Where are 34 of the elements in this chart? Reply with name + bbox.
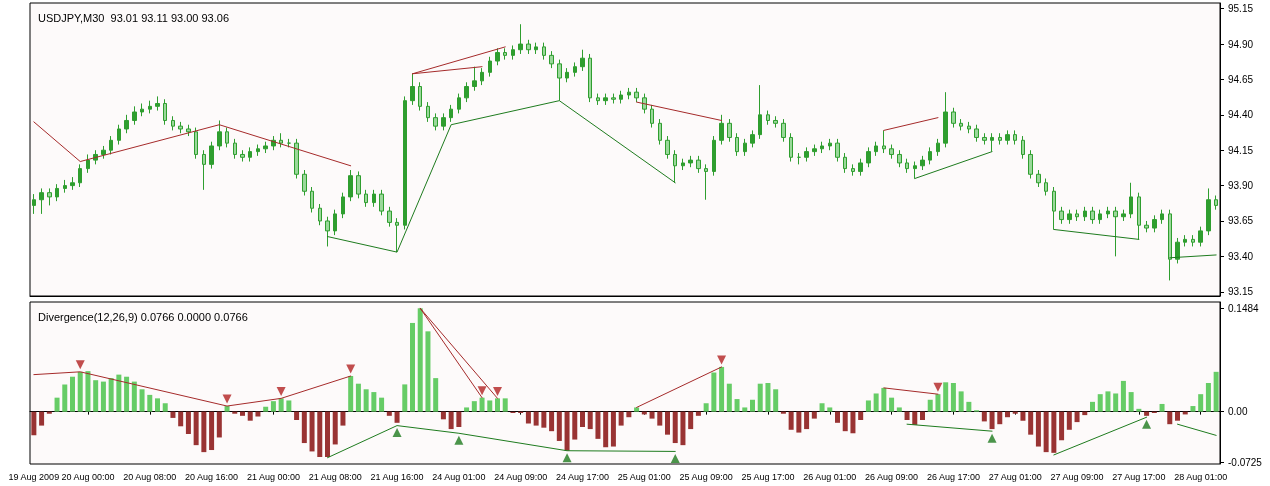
y-tick-label: 94.90 [1228,38,1254,50]
x-tick-label: 19 Aug 2009 [8,471,60,482]
x-tick-label: 21 Aug 00:00 [246,471,300,482]
x-tick-label: 20 Aug 16:00 [185,471,239,482]
y-tick-label: 94.40 [1228,109,1254,121]
y-tick-label: 0.00 [1228,406,1248,418]
x-tick-label: 26 Aug 01:00 [803,471,857,482]
y-tick-label: 93.15 [1228,286,1254,298]
x-tick-label: 21 Aug 08:00 [308,471,362,482]
x-tick-label: 20 Aug 08:00 [123,471,177,482]
x-tick-label: 24 Aug 09:00 [494,471,548,482]
x-tick-label: 24 Aug 17:00 [555,471,610,482]
y-tick-label: 94.15 [1228,144,1254,156]
x-tick-label: 21 Aug 16:00 [370,471,424,482]
x-tick-label: 25 Aug 09:00 [679,471,733,482]
y-tick-label: 0.1484 [1228,302,1260,314]
y-tick-label: -0.0725 [1228,456,1263,468]
x-tick-label: 27 Aug 17:00 [1112,471,1166,482]
y-tick-label: 93.65 [1228,215,1254,227]
text: USDJPY,M30 93.01 93.11 93.00 93.06 [38,11,230,24]
x-tick-label: 26 Aug 09:00 [865,471,919,482]
text: Divergence(12,26,9) 0.0766 0.0000 0.0766 [38,310,248,323]
x-tick-label: 25 Aug 01:00 [617,471,671,482]
y-tick-label: 93.90 [1228,180,1254,192]
x-tick-label: 25 Aug 17:00 [741,471,795,482]
x-tick-label: 20 Aug 00:00 [61,471,115,482]
x-tick-label: 24 Aug 01:00 [432,471,486,482]
x-tick-label: 26 Aug 17:00 [926,471,980,482]
y-tick-label: 95.15 [1228,3,1254,15]
x-tick-label: 27 Aug 09:00 [1050,471,1104,482]
x-tick-label: 27 Aug 01:00 [988,471,1042,482]
y-tick-label: 93.40 [1228,250,1254,262]
y-tick-label: 94.65 [1228,73,1254,85]
x-tick-label: 28 Aug 01:00 [1174,471,1228,482]
